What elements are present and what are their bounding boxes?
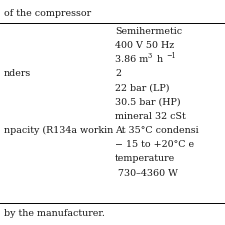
Text: Semihermetic: Semihermetic [115, 27, 182, 36]
Text: nders: nders [4, 69, 31, 78]
Text: −1: −1 [166, 52, 176, 60]
Text: 3.86 m: 3.86 m [115, 55, 148, 64]
Text: h: h [154, 55, 163, 64]
Text: 3: 3 [148, 52, 152, 60]
Text: mineral 32 cSt: mineral 32 cSt [115, 112, 186, 121]
Text: by the manufacturer.: by the manufacturer. [4, 209, 105, 218]
Text: At 35°C condensi: At 35°C condensi [115, 126, 199, 135]
Text: 22 bar (LP): 22 bar (LP) [115, 83, 169, 92]
Text: 730–4360 W: 730–4360 W [115, 169, 178, 178]
Text: 30.5 bar (HP): 30.5 bar (HP) [115, 97, 181, 106]
Text: of the compressor: of the compressor [4, 9, 91, 18]
Text: − 15 to +20°C e: − 15 to +20°C e [115, 140, 194, 149]
Text: 400 V 50 Hz: 400 V 50 Hz [115, 41, 174, 50]
Text: npacity (R134a workin: npacity (R134a workin [4, 126, 113, 135]
Text: 2: 2 [115, 69, 121, 78]
Text: temperature: temperature [115, 154, 175, 163]
